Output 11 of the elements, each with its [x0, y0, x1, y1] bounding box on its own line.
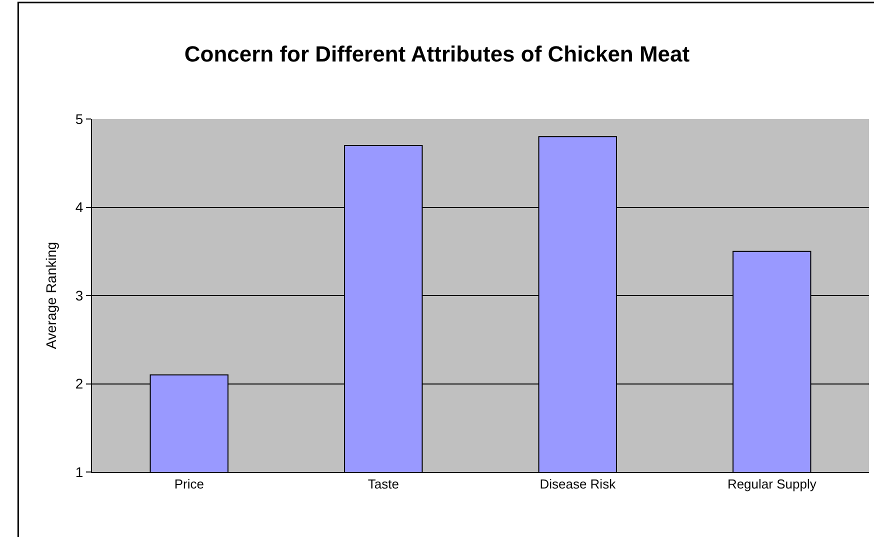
y-axis-title: Average Ranking	[43, 242, 60, 350]
x-tick-label: Disease Risk	[540, 476, 616, 492]
x-tick-label: Taste	[368, 476, 399, 492]
y-tick-label: 1	[75, 464, 84, 480]
x-tick-label: Regular Supply	[727, 476, 817, 492]
y-tick-label: 5	[75, 110, 84, 127]
y-tick-label: 2	[75, 376, 84, 392]
y-tick-label: 4	[75, 199, 84, 216]
x-tick-label: Price	[174, 476, 204, 492]
y-tick-label: 3	[75, 287, 84, 304]
chart-title: Concern for Different Attributes of Chicken Meat	[184, 41, 690, 66]
